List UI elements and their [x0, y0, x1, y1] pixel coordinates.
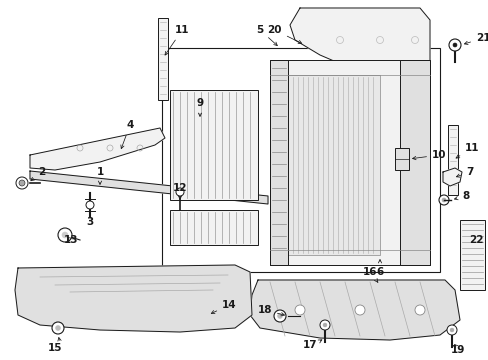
Text: 1: 1 [96, 167, 103, 184]
Bar [447, 125, 457, 195]
Bar [170, 90, 258, 200]
Circle shape [16, 177, 28, 189]
Circle shape [448, 39, 460, 51]
Polygon shape [30, 128, 164, 170]
Bar [162, 48, 439, 272]
Circle shape [55, 325, 61, 330]
Text: 17: 17 [302, 340, 317, 350]
Text: 14: 14 [211, 300, 236, 314]
Circle shape [452, 43, 456, 47]
Circle shape [62, 232, 68, 238]
Polygon shape [289, 8, 429, 85]
Circle shape [19, 180, 25, 186]
Text: 11: 11 [165, 25, 189, 55]
Circle shape [86, 201, 94, 209]
Circle shape [441, 198, 445, 202]
Bar [269, 60, 429, 265]
Text: 18: 18 [257, 305, 284, 316]
Text: 2: 2 [31, 167, 45, 181]
Circle shape [319, 320, 329, 330]
Circle shape [58, 228, 72, 242]
Circle shape [323, 323, 326, 327]
Text: 13: 13 [63, 235, 78, 245]
Bar [269, 60, 287, 265]
Text: 10: 10 [412, 150, 446, 160]
Circle shape [277, 314, 282, 319]
Circle shape [449, 328, 453, 332]
Bar [399, 60, 429, 265]
Text: 11: 11 [455, 143, 479, 158]
Circle shape [414, 305, 424, 315]
Text: 22: 22 [468, 235, 482, 245]
Circle shape [273, 310, 285, 322]
Circle shape [176, 188, 183, 196]
Text: 12: 12 [172, 183, 187, 199]
Circle shape [438, 195, 448, 205]
Bar [459, 220, 484, 290]
Text: 3: 3 [86, 217, 93, 227]
Polygon shape [249, 280, 459, 340]
Circle shape [52, 322, 64, 334]
Bar [170, 210, 258, 245]
Circle shape [294, 305, 305, 315]
Text: 4: 4 [121, 120, 133, 149]
Text: 21: 21 [464, 33, 488, 45]
Text: 7: 7 [455, 167, 472, 177]
Bar [280, 75, 379, 255]
Text: 9: 9 [196, 98, 203, 116]
Text: 16: 16 [362, 267, 377, 282]
Polygon shape [30, 171, 267, 204]
Text: 6: 6 [376, 260, 383, 277]
Bar [158, 18, 168, 100]
Text: 19: 19 [450, 345, 464, 355]
Circle shape [354, 305, 364, 315]
Text: 15: 15 [48, 343, 62, 353]
Bar [394, 148, 408, 170]
Circle shape [446, 325, 456, 335]
Polygon shape [15, 265, 251, 332]
Text: 8: 8 [453, 191, 468, 201]
Text: 5: 5 [256, 25, 277, 46]
Text: 20: 20 [267, 25, 301, 44]
Polygon shape [442, 168, 461, 186]
